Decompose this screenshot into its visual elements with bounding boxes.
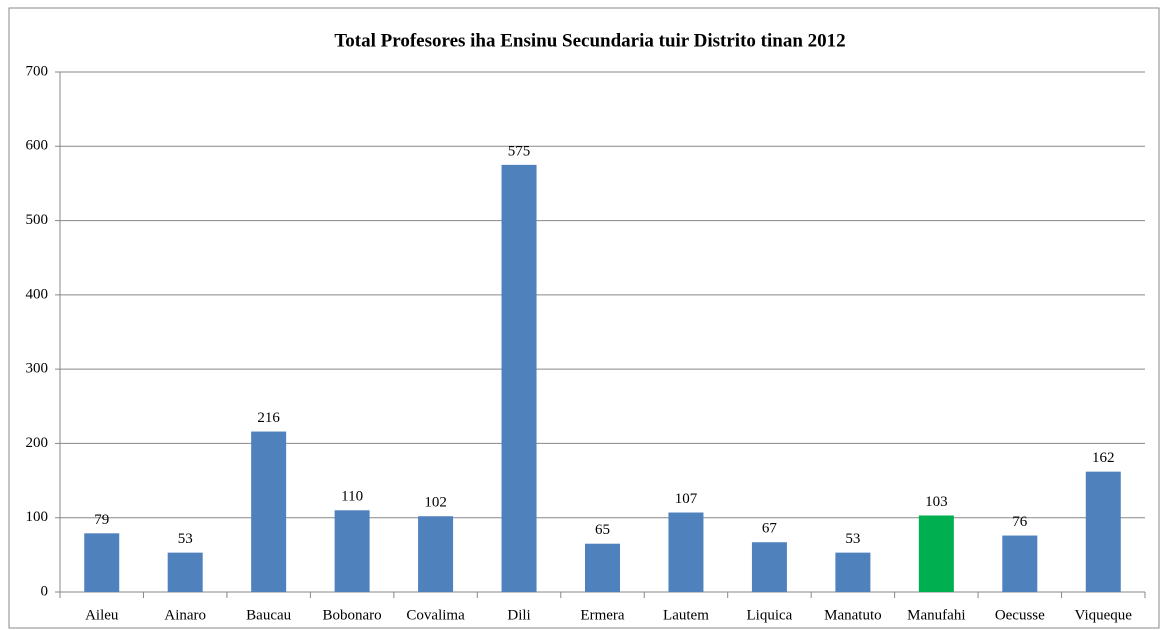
y-tick-label: 0 (41, 583, 49, 599)
y-tick-label: 200 (26, 435, 49, 451)
x-tick-label: Liquica (747, 607, 793, 623)
data-label: 107 (675, 491, 698, 507)
data-label: 53 (178, 531, 193, 547)
data-label: 103 (925, 494, 948, 510)
data-label: 162 (1092, 450, 1115, 466)
x-tick-label: Aileu (85, 607, 119, 623)
x-tick-label: Oecusse (995, 607, 1045, 623)
x-tick-label: Viqueque (1075, 607, 1133, 623)
x-tick-label: Dili (507, 607, 530, 623)
y-tick-label: 100 (26, 509, 49, 525)
bar (1085, 471, 1121, 592)
data-label: 65 (595, 522, 610, 538)
x-tick-label: Ermera (580, 607, 624, 623)
data-label: 76 (1012, 514, 1028, 530)
data-label: 575 (508, 143, 531, 159)
x-tick-label: Baucau (246, 607, 291, 623)
chart-frame (8, 7, 1160, 629)
data-label: 102 (424, 495, 447, 511)
x-tick-label: Covalima (406, 607, 465, 623)
bar (1002, 535, 1038, 592)
y-tick-label: 700 (26, 63, 49, 79)
bar (167, 552, 203, 592)
y-tick-label: 400 (26, 286, 49, 302)
bar (668, 512, 704, 592)
bar (84, 533, 120, 592)
bar (251, 431, 287, 592)
bar (334, 510, 370, 592)
chart-title: Total Profesores iha Ensinu Secundaria t… (334, 30, 845, 51)
x-tick-label: Lautem (663, 607, 709, 623)
bar (501, 164, 537, 592)
bar (585, 543, 620, 592)
y-tick-label: 600 (26, 138, 49, 154)
data-label: 216 (257, 410, 280, 426)
data-label: 53 (845, 531, 860, 547)
data-label: 79 (94, 512, 109, 528)
x-tick-label: Manatuto (824, 607, 882, 623)
x-tick-label: Manufahi (907, 607, 965, 623)
data-label: 110 (341, 489, 363, 505)
data-label: 67 (762, 521, 778, 537)
y-tick-label: 300 (26, 361, 49, 377)
x-tick-label: Ainaro (164, 607, 206, 623)
bar (418, 516, 454, 592)
y-tick-label: 500 (26, 212, 49, 228)
x-tick-label: Bobonaro (323, 607, 382, 623)
bar (918, 515, 954, 592)
bar (751, 542, 787, 592)
bar (835, 552, 871, 592)
